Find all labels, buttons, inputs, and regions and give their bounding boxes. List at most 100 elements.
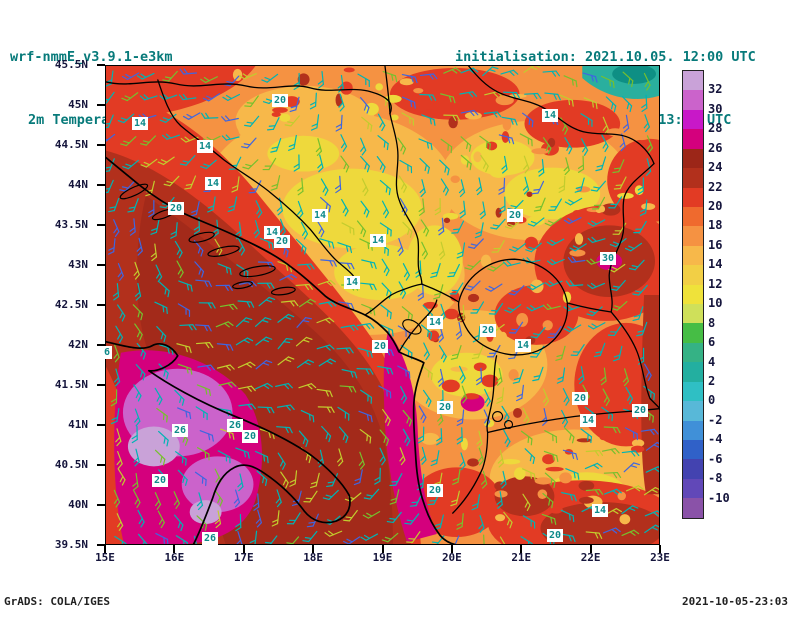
wind-barb — [276, 404, 295, 411]
temperature-speckle — [473, 362, 487, 372]
wind-barb — [439, 159, 450, 176]
wind-barb — [643, 72, 651, 91]
wind-barb — [625, 485, 644, 492]
wind-barb — [298, 298, 317, 308]
lat-tick-label: 44N — [68, 178, 88, 191]
wind-barb — [235, 337, 254, 346]
wind-barb — [289, 470, 298, 487]
temperature-speckle — [232, 68, 243, 82]
lon-tick-mark — [659, 545, 661, 553]
wind-barb — [610, 279, 626, 291]
wind-barb — [487, 262, 505, 272]
wind-barb — [417, 283, 424, 301]
wind-barb — [376, 156, 386, 173]
wind-barb — [421, 114, 436, 126]
wind-barb — [430, 450, 440, 467]
wind-barb — [115, 428, 122, 447]
temperature-speckle — [460, 155, 470, 165]
lon-tick-label: 23E — [650, 551, 670, 564]
wind-barb — [490, 218, 506, 230]
wind-barb — [581, 138, 589, 156]
colorbar-segment — [683, 478, 703, 499]
wind-barb — [434, 198, 441, 216]
temperature-speckle — [375, 83, 383, 91]
wind-barb — [420, 219, 430, 237]
wind-barb — [461, 385, 468, 404]
wind-barb — [639, 199, 648, 217]
wind-barb — [361, 259, 377, 270]
colorbar-segment — [683, 323, 703, 343]
wind-barb — [399, 159, 413, 174]
wind-barb — [162, 70, 178, 82]
map-plot-area: 20 14 14 14 14 20 14 20 14 20 14 30 14 6 14 20 20 14 20 14 2… — [102, 65, 660, 545]
wind-barb — [585, 450, 604, 457]
wind-barb — [625, 386, 634, 405]
wind-barb — [418, 405, 427, 424]
wind-barb — [546, 238, 565, 246]
wind-barb — [547, 326, 562, 339]
wind-barb — [214, 510, 222, 529]
wind-barb — [628, 259, 645, 271]
wind-barb — [574, 177, 585, 193]
wind-barb — [437, 368, 444, 387]
wind-barb — [316, 388, 333, 398]
wind-barb — [262, 157, 277, 171]
wind-barb — [464, 280, 481, 291]
wind-barb — [277, 356, 295, 366]
wind-barb — [276, 426, 293, 434]
contour-label: 20 — [372, 340, 389, 353]
wind-barb — [496, 491, 503, 509]
wind-barb — [521, 112, 534, 128]
wind-barb — [255, 200, 263, 218]
contour-label: 14 — [132, 117, 149, 130]
wind-barb — [178, 280, 193, 292]
wind-barb — [107, 197, 120, 213]
wind-barb — [106, 114, 114, 129]
wind-barb — [119, 180, 135, 192]
contour-label: 14 — [427, 316, 444, 329]
colorbar-segment — [683, 381, 703, 402]
temperature-speckle — [559, 472, 572, 484]
wind-barb — [116, 513, 124, 531]
wind-barb — [201, 112, 219, 119]
wind-barb — [310, 472, 320, 489]
colorbar-tick-label: 28 — [708, 121, 723, 136]
temperature-speckle — [549, 505, 563, 514]
wind-barb — [360, 282, 377, 291]
temperature-speckle — [569, 249, 586, 257]
wind-barb — [522, 493, 531, 512]
wind-barb — [602, 116, 609, 135]
wind-barb — [133, 261, 140, 280]
wind-barb — [106, 179, 114, 194]
wind-barb — [402, 428, 411, 447]
contour-label: 20 — [427, 484, 444, 497]
wind-barb — [485, 283, 503, 292]
wind-barb — [360, 533, 379, 541]
wind-barb — [194, 261, 205, 278]
wind-barb — [320, 196, 331, 213]
wind-barb — [467, 238, 484, 249]
temperature-speckle — [599, 434, 608, 441]
wind-barb — [117, 113, 135, 124]
lakes — [402, 319, 514, 430]
wind-barb — [374, 467, 381, 485]
wind-barb — [324, 530, 343, 537]
wind-barb — [219, 303, 238, 311]
contour-label: 14 — [370, 234, 387, 247]
wind-barb — [110, 407, 120, 425]
wind-barb — [524, 92, 542, 100]
wind-barb — [455, 321, 463, 340]
wind-barb — [154, 492, 162, 510]
wind-barb — [249, 530, 258, 544]
wind-barb — [452, 468, 461, 485]
wind-barb — [500, 470, 507, 489]
wind-barb — [286, 536, 300, 544]
wind-barb — [481, 470, 488, 489]
wind-barb — [440, 178, 449, 196]
wind-barb — [158, 430, 169, 447]
wind-barb — [533, 197, 546, 212]
wind-barb — [197, 364, 215, 371]
wind-barb — [343, 536, 361, 544]
wind-barb — [644, 363, 652, 382]
